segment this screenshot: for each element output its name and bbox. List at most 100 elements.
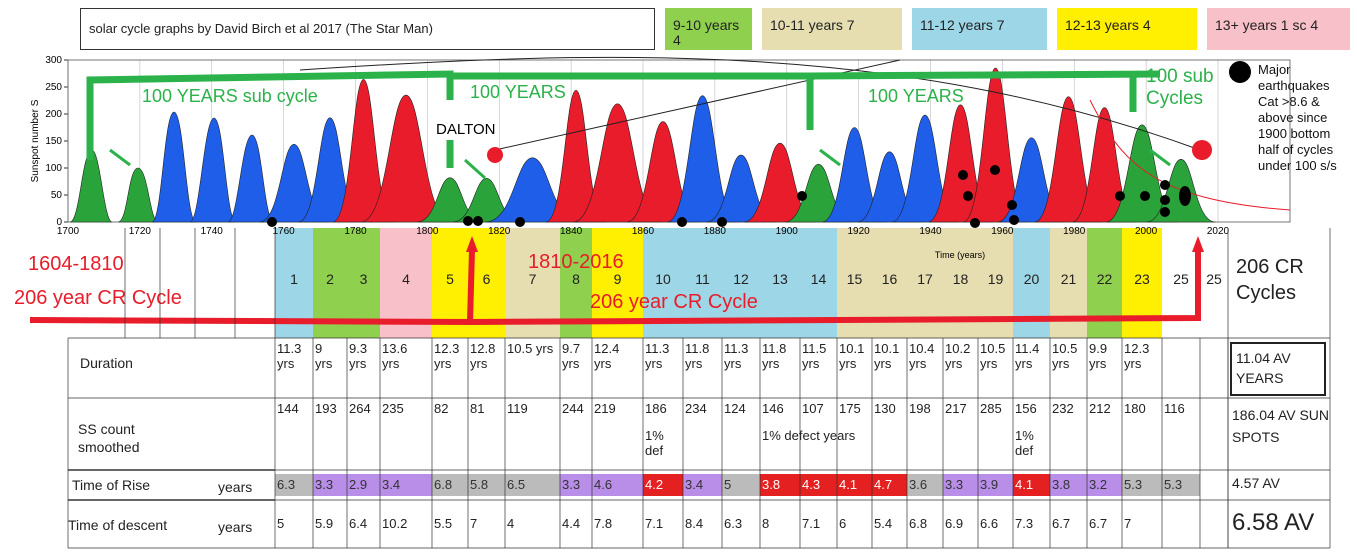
rise-cell: 3.4	[683, 474, 722, 496]
rise-cell: 3.6	[907, 474, 943, 496]
legend-item: 13+ years 1 sc 4	[1207, 8, 1350, 50]
cycle-number: 4	[402, 272, 410, 287]
ss-count-cell: 180	[1124, 401, 1146, 416]
duration-cell: 10.4 yrs	[909, 341, 935, 371]
annotation: 100 YEARS	[868, 86, 964, 106]
ss-count-cell: 144	[277, 401, 299, 416]
row-label: SS count smoothed	[78, 421, 140, 455]
cr-label: 206 year CR Cycle	[590, 291, 758, 313]
y-tick-label: 0	[56, 217, 62, 228]
rise-cell: 4.3	[800, 474, 837, 496]
cycle-number: 5	[446, 272, 454, 287]
duration-cell: 12.3 yrs	[434, 341, 460, 371]
duration-cell: 10.5 yrs	[980, 341, 1006, 371]
cycle-number: 21	[1060, 272, 1077, 287]
x-tick-label: 1700	[57, 226, 80, 237]
cycle-peak	[332, 79, 395, 223]
x-tick-label: 1740	[201, 226, 224, 237]
duration-cell: 10.1 yrs	[839, 341, 865, 371]
descent-cell: 7.1	[802, 516, 821, 531]
cycle-number: 25	[1206, 272, 1222, 287]
cycle-peak	[298, 117, 362, 223]
rise-cell: 2.9	[347, 474, 380, 496]
cycle-peak	[1105, 124, 1179, 223]
cycle-number: 1	[290, 272, 298, 287]
annotation: DALTON	[436, 121, 495, 138]
summary: 186.04 AV SUN SPOTS	[1232, 407, 1330, 445]
rise-cell: 5	[722, 474, 760, 496]
ss-count-cell: 81	[470, 401, 485, 416]
descent-cell: 5.5	[434, 516, 453, 531]
ss-count-cell: 156	[1015, 401, 1037, 416]
cycle-peak	[891, 114, 959, 223]
ss-count-cell: 198	[909, 401, 931, 416]
rise-cell: 3.2	[1087, 474, 1122, 496]
row-label: Time of descent	[68, 518, 168, 533]
legend-item: 9-10 years 4	[665, 8, 752, 50]
rise-cell: 6.5	[505, 474, 560, 496]
legend-item: 12-13 years 4	[1057, 8, 1197, 50]
summary: 6.58 AV	[1232, 509, 1315, 536]
cycle-peak	[1146, 159, 1216, 223]
descent-cell: 6.4	[349, 516, 368, 531]
rise-cell: 3.8	[1050, 474, 1087, 496]
title-box: solar cycle graphs by David Birch et al …	[80, 8, 655, 50]
descent-cell: 6.6	[980, 516, 999, 531]
cycle-peak	[259, 143, 329, 223]
ss-count-cell: 219	[594, 401, 616, 416]
cycle-peak	[784, 163, 853, 223]
duration-cell: 13.6 yrs	[382, 341, 408, 371]
duration-cell: 11.3 yrs	[645, 341, 670, 371]
rise-cell	[1200, 474, 1228, 496]
summary: 206 CR Cycles	[1236, 256, 1304, 304]
cycle-peak	[626, 121, 700, 223]
rise-cell: 3.3	[560, 474, 592, 496]
summary: 4.57 AV	[1232, 476, 1281, 491]
duration-cell: 9.3 yrs	[349, 341, 368, 371]
summary: 11.04 AV YEARS	[1230, 342, 1326, 396]
duration-cell: 9.7 yrs	[562, 341, 581, 371]
ss-count-cell: 124	[724, 401, 746, 416]
ss-count-cell	[1200, 398, 1228, 470]
legend-item: 10-11 years 7	[762, 8, 902, 50]
cycle-number: 14	[810, 272, 827, 287]
descent-cell: 4.4	[562, 516, 581, 531]
duration-cell: 9.9 yrs	[1089, 341, 1108, 371]
cycle-peak	[360, 94, 452, 223]
cycle-number: 20	[1023, 272, 1040, 287]
descent-cell: 6.9	[945, 516, 964, 531]
duration-cell: 12.4 yrs	[594, 341, 620, 371]
row-label: years	[218, 520, 253, 535]
rise-cell: 4.1	[1013, 474, 1050, 496]
cycle-peak	[485, 157, 580, 223]
ss-count-cell: 116	[1164, 401, 1185, 416]
cycle-number: 19	[987, 272, 1004, 287]
y-tick-label: 100	[45, 163, 62, 174]
duration-cell: 10.5 yrs	[507, 341, 554, 356]
rise-cell: 3.3	[313, 474, 347, 496]
rise-cell: 6.3	[275, 474, 313, 496]
ss-count-cell: 175	[839, 401, 861, 416]
ss-note: 1% def	[1015, 428, 1034, 458]
annotation: Major earthquakes Cat >8.6 & above since…	[1258, 62, 1337, 173]
duration-cell: 11.3 yrs	[277, 341, 302, 371]
descent-cell: 10.2	[382, 516, 408, 531]
cycle-number: 22	[1096, 272, 1113, 287]
descent-cell: 5	[277, 516, 285, 531]
cycle-peak	[667, 95, 738, 223]
ss-count-cell: 234	[685, 401, 707, 416]
cycle-number: 16	[881, 272, 898, 287]
rise-cell: 4.2	[643, 474, 683, 496]
descent-cell: 7.8	[594, 516, 613, 531]
ss-count-cell: 107	[802, 401, 824, 416]
duration-cell: 11.8 yrs	[685, 341, 710, 371]
duration-cell: 11.8 yrs	[762, 341, 787, 371]
rise-cell: 3.9	[978, 474, 1013, 496]
rise-cell: 5.3	[1122, 474, 1162, 496]
cycle-number: 18	[952, 272, 969, 287]
y-axis-label: Sunspot number S	[30, 99, 41, 182]
ss-count-cell: 193	[315, 401, 337, 416]
descent-cell: 6.8	[909, 516, 928, 531]
